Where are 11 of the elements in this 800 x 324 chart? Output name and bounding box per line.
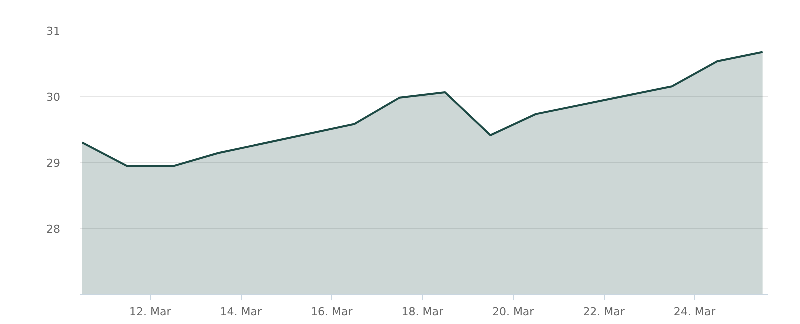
x-tick-label: 12. Mar (130, 306, 172, 318)
x-tick-label: 16. Mar (311, 306, 354, 318)
x-tick-label: 14. Mar (220, 306, 263, 318)
y-tick-label: 28 (46, 223, 61, 236)
y-tick-label: 29 (46, 157, 61, 170)
x-tick-label: 22. Mar (583, 306, 626, 318)
x-tick-label: 20. Mar (492, 306, 535, 318)
x-tick-label: 24. Mar (674, 306, 716, 318)
y-tick-label: 31 (46, 25, 61, 38)
y-tick-label: 30 (46, 91, 61, 104)
x-tick-label: 18. Mar (402, 306, 444, 318)
